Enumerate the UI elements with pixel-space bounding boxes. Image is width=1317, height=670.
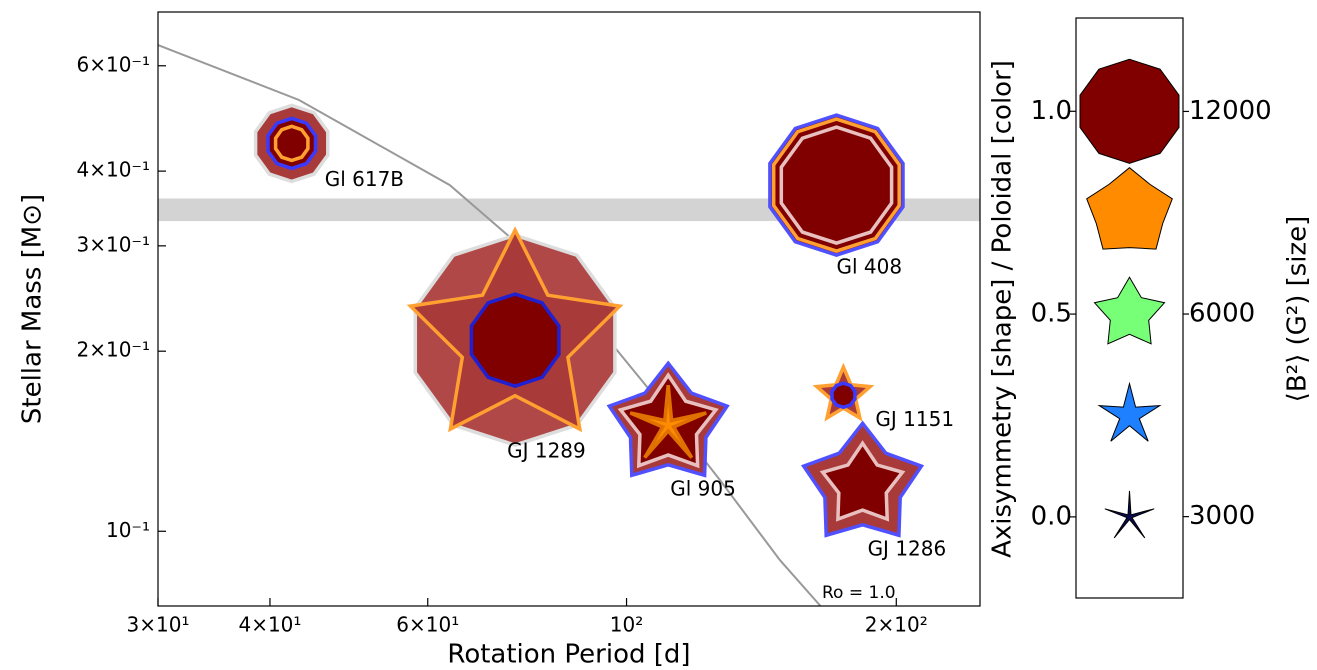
star-marker xyxy=(830,381,857,410)
y-tick-label: 2×10⁻¹ xyxy=(76,338,150,362)
plot-frame xyxy=(157,11,981,607)
x-tick-label: 6×10¹ xyxy=(396,613,459,637)
star-marker xyxy=(779,125,894,245)
legend-marker xyxy=(1079,58,1180,164)
legend-y-label: Axisymmetry [shape] / Poloidal [color] xyxy=(988,60,1018,558)
legend-y-tick-label: 0.0 xyxy=(1031,501,1072,531)
star-label: GJ 1286 xyxy=(868,537,947,561)
legend-y2-tick-label: 12000 xyxy=(1189,96,1272,126)
legend-y2-tick-label: 3000 xyxy=(1189,501,1255,531)
legend-y-tick-label: 0.5 xyxy=(1031,299,1072,329)
x-tick-label: 10² xyxy=(610,613,643,637)
legend-y2-label: ⟨B²⟩ (G²) [size] xyxy=(1283,216,1313,403)
legend-marker xyxy=(1093,276,1166,345)
star-marker xyxy=(273,124,310,163)
star-label: GJ 1289 xyxy=(507,439,586,463)
y-tick-label: 6×10⁻¹ xyxy=(76,52,150,76)
y-tick-label: 10⁻¹ xyxy=(106,518,150,542)
x-tick-label: 3×10¹ xyxy=(127,613,190,637)
y-tick-label: 3×10⁻¹ xyxy=(76,232,150,256)
x-axis-label: Rotation Period [d] xyxy=(447,640,690,670)
star-marker xyxy=(819,440,906,522)
star-label: Gl 617B xyxy=(325,167,404,191)
legend-marker xyxy=(1086,167,1173,250)
star-label: GJ 1151 xyxy=(875,407,954,431)
star-label: Gl 905 xyxy=(670,477,736,501)
star-marker xyxy=(629,385,707,459)
legend-marker xyxy=(1097,381,1162,442)
y-tick-label: 4×10⁻¹ xyxy=(76,158,150,182)
x-tick-label: 4×10¹ xyxy=(238,613,301,637)
curve-label: Ro = 1.0 xyxy=(822,583,896,603)
legend-marker xyxy=(1104,490,1155,539)
star-label: Gl 408 xyxy=(836,255,902,279)
legend-y-tick-label: 1.0 xyxy=(1031,96,1072,126)
x-tick-label: 2×10² xyxy=(865,613,928,637)
plot-area xyxy=(158,44,980,606)
star-marker xyxy=(469,292,561,388)
legend-y2-tick-label: 6000 xyxy=(1189,299,1255,329)
y-axis-label: Stellar Mass [M⊙] xyxy=(18,194,48,424)
